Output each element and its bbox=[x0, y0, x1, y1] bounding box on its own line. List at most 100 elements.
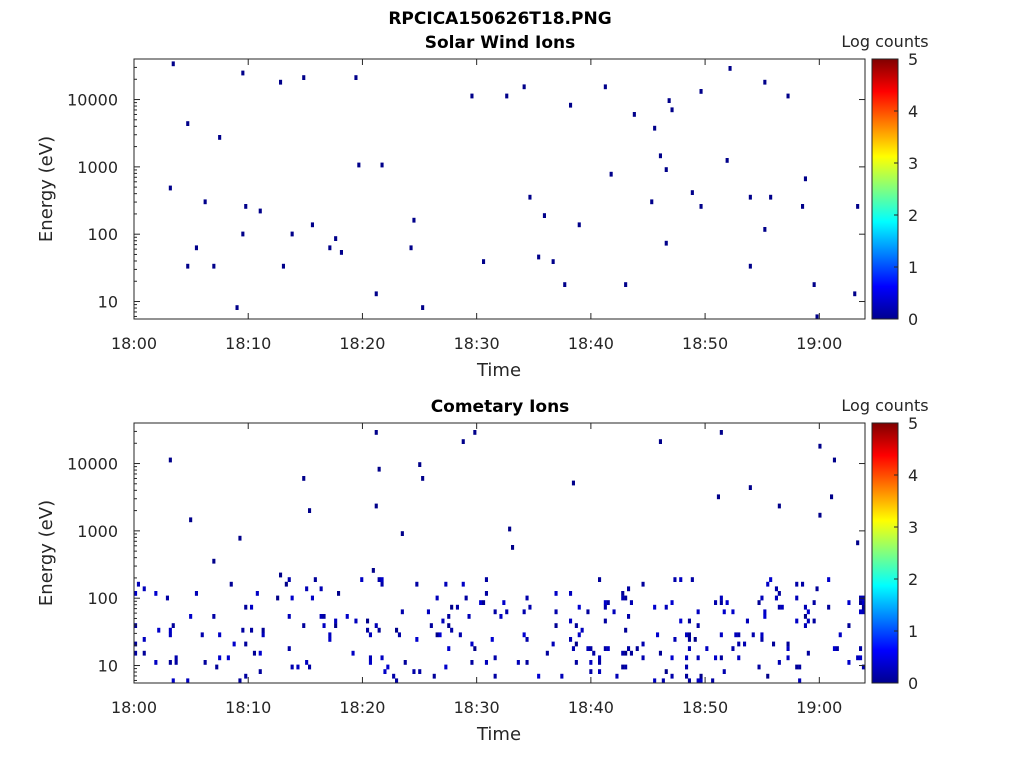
heatmap-cell bbox=[687, 678, 691, 684]
heatmap-cell bbox=[313, 577, 317, 582]
heatmap-cell bbox=[508, 526, 512, 532]
heatmap-cell bbox=[241, 231, 245, 237]
heatmap-cell bbox=[290, 595, 294, 601]
heatmap-cell bbox=[168, 457, 172, 463]
heatmap-cell bbox=[261, 627, 265, 633]
heatmap-cell bbox=[603, 618, 607, 624]
heatmap-cell bbox=[795, 595, 799, 601]
x-axis-label: Time bbox=[476, 724, 521, 745]
x-tick-label: 18:10 bbox=[225, 334, 271, 353]
heatmap-cell bbox=[238, 535, 242, 541]
heatmap-cell bbox=[714, 655, 718, 661]
heatmap-cell bbox=[255, 591, 259, 596]
heatmap-cell bbox=[763, 79, 767, 85]
heatmap-cell bbox=[685, 673, 689, 679]
heatmap-cell bbox=[629, 650, 633, 656]
heatmap-cell bbox=[673, 577, 677, 582]
heatmap-cell bbox=[847, 623, 851, 628]
heatmap-cell bbox=[241, 627, 245, 633]
heatmap-cell bbox=[598, 660, 602, 665]
colorbar-tick-label: 2 bbox=[908, 206, 918, 225]
heatmap-cell bbox=[154, 660, 158, 665]
y-tick-label: 10 bbox=[98, 293, 118, 312]
heatmap-cell bbox=[444, 664, 448, 670]
heatmap-cell bbox=[203, 199, 207, 205]
heatmap-cells bbox=[168, 61, 860, 320]
heatmap-cell bbox=[745, 618, 749, 624]
heatmap-cell bbox=[258, 650, 262, 656]
heatmap-cell bbox=[719, 655, 723, 661]
heatmap-cell bbox=[241, 70, 245, 76]
heatmap-cell bbox=[505, 609, 509, 615]
heatmap-cell bbox=[374, 291, 378, 297]
x-tick-label: 18:50 bbox=[682, 698, 728, 717]
heatmap-cell bbox=[447, 614, 451, 619]
heatmap-cell bbox=[560, 673, 564, 679]
heatmap-cell bbox=[429, 623, 433, 628]
heatmap-cell bbox=[679, 618, 683, 624]
heatmap-cell bbox=[603, 604, 607, 610]
heatmap-cell bbox=[479, 600, 483, 605]
heatmap-cell bbox=[670, 107, 674, 113]
heatmap-cell bbox=[731, 646, 735, 651]
colorbar-label: Log counts bbox=[841, 32, 928, 51]
axis-ticks: 18:00 18:10 18:20 18:30 18:40 18:50 19:00 10 100… bbox=[67, 58, 865, 353]
colorbar-tick-label: 1 bbox=[908, 622, 918, 641]
heatmap-cell bbox=[502, 600, 506, 605]
heatmap-cell bbox=[580, 627, 584, 633]
heatmap-cell bbox=[545, 650, 549, 656]
plot-frame bbox=[133, 58, 866, 320]
heatmap-cell bbox=[766, 581, 770, 587]
heatmap-cell bbox=[319, 586, 323, 592]
heatmap-cell bbox=[165, 595, 169, 601]
heatmap-cell bbox=[458, 632, 462, 638]
heatmap-cell bbox=[760, 637, 764, 642]
heatmap-cell bbox=[334, 618, 338, 624]
heatmap-cell bbox=[760, 595, 764, 601]
heatmap-cell bbox=[777, 604, 781, 610]
heatmap-cell bbox=[719, 600, 723, 605]
heatmap-cell bbox=[528, 194, 532, 200]
heatmap-cell bbox=[777, 660, 781, 665]
heatmap-cell bbox=[650, 199, 654, 205]
colorbar bbox=[871, 58, 899, 320]
heatmap-cell bbox=[470, 93, 474, 99]
heatmap-cell bbox=[218, 655, 222, 661]
heatmap-cell bbox=[687, 632, 691, 638]
heatmap-cell bbox=[383, 669, 387, 674]
heatmap-cell bbox=[696, 678, 700, 684]
y-tick-label: 100 bbox=[87, 225, 118, 244]
heatmap-cell bbox=[418, 669, 422, 674]
heatmap-cell bbox=[670, 600, 674, 605]
heatmap-cell bbox=[769, 577, 773, 582]
heatmap-cell bbox=[537, 254, 541, 260]
heatmap-cell bbox=[859, 646, 863, 651]
heatmap-cell bbox=[334, 236, 338, 241]
heatmap-cell bbox=[397, 632, 401, 638]
heatmap-cell bbox=[186, 678, 190, 684]
heatmap-cell bbox=[171, 623, 175, 628]
heatmap-cell bbox=[261, 632, 265, 638]
heatmap-cell bbox=[461, 439, 465, 444]
heatmap-cell bbox=[803, 604, 807, 610]
heatmap-cell bbox=[571, 646, 575, 651]
heatmap-cell bbox=[574, 660, 578, 665]
heatmap-cell bbox=[522, 84, 526, 90]
heatmap-cell bbox=[212, 558, 216, 564]
heatmap-cell bbox=[806, 618, 810, 624]
heatmap-cell bbox=[699, 673, 703, 679]
heatmap-cell bbox=[154, 591, 158, 596]
heatmap-cell bbox=[621, 595, 625, 601]
heatmap-cell bbox=[322, 614, 326, 619]
heatmap-cell bbox=[287, 646, 291, 651]
heatmap-cell bbox=[200, 632, 204, 638]
heatmap-cell bbox=[421, 305, 425, 310]
panel-title: Cometary Ions bbox=[431, 397, 570, 417]
heatmap-cell bbox=[603, 600, 607, 605]
heatmap-cell bbox=[482, 259, 486, 264]
heatmap-cell bbox=[354, 618, 358, 624]
heatmap-cell bbox=[719, 632, 723, 638]
heatmap-cell bbox=[774, 595, 778, 601]
heatmap-cell bbox=[279, 79, 283, 85]
colorbar bbox=[871, 422, 899, 684]
